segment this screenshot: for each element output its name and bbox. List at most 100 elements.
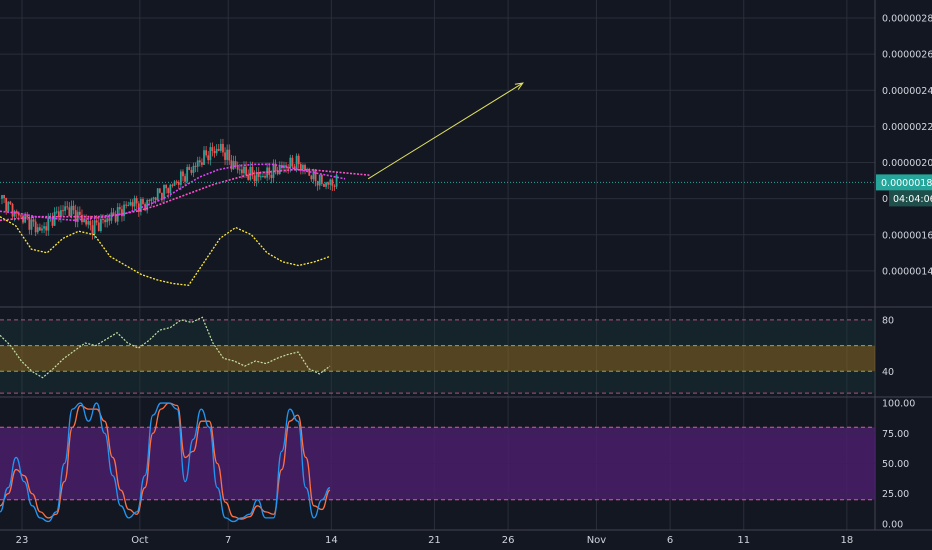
candle-body — [179, 171, 182, 185]
candle-body — [287, 167, 290, 169]
candle-body — [276, 170, 279, 174]
candle-body — [68, 207, 71, 217]
candle-body — [196, 160, 199, 167]
candle-body — [302, 164, 304, 170]
candle-body — [306, 168, 309, 171]
rsi-tick-label: 40 — [882, 367, 894, 378]
candle-body — [226, 149, 229, 160]
date-tick-label: Nov — [587, 535, 607, 546]
candle-body — [314, 169, 317, 182]
candle-body — [83, 219, 85, 223]
candle-body — [89, 221, 92, 226]
candle-body — [17, 213, 20, 216]
candle-body — [201, 162, 203, 165]
candle-body — [158, 188, 161, 193]
stoch-tick-label: 25.00 — [882, 489, 909, 500]
candle-body — [118, 207, 121, 210]
candle-body — [274, 163, 277, 171]
candle-body — [72, 205, 75, 211]
candle-body — [53, 211, 56, 226]
date-tick-label: 21 — [428, 535, 441, 546]
candle-body — [36, 227, 39, 233]
candle-body — [243, 166, 245, 174]
candle-body — [278, 165, 281, 174]
candle-body — [320, 174, 323, 184]
candle-body — [238, 169, 241, 171]
candle-body — [209, 147, 212, 161]
candle-body — [247, 174, 250, 180]
moving-average-fast — [0, 163, 346, 222]
candle-body — [85, 219, 88, 225]
candle-body — [257, 172, 260, 177]
candle-body — [43, 226, 45, 229]
candle-body — [259, 176, 262, 178]
candle-body — [177, 182, 180, 185]
candle-body — [97, 222, 100, 232]
rsi-band — [0, 345, 875, 372]
candle-body — [240, 169, 243, 174]
candle-body — [205, 150, 208, 156]
candle-body — [30, 219, 33, 230]
candle-body — [182, 171, 184, 177]
candle-body — [142, 199, 144, 204]
candle-body — [323, 183, 325, 187]
countdown-label: 04:04:06 — [893, 194, 932, 205]
candle-body — [95, 220, 98, 223]
current-price-badge — [876, 174, 932, 191]
candle-body — [224, 152, 226, 160]
candle-body — [280, 165, 283, 169]
candle-body — [310, 175, 313, 180]
candle-body — [217, 148, 220, 151]
moving-average-slow — [0, 169, 371, 222]
candle-body — [156, 188, 159, 201]
candle-body — [211, 147, 214, 151]
candle-body — [28, 217, 31, 230]
candle-body — [129, 202, 132, 205]
candle-body — [13, 211, 16, 217]
candle-body — [253, 175, 256, 182]
candle-body — [125, 204, 128, 206]
candle-body — [9, 201, 12, 204]
candle-body — [262, 176, 264, 178]
candle-body — [55, 211, 58, 213]
candle-body — [236, 167, 239, 170]
rsi-line — [0, 316, 331, 379]
candle-body — [106, 218, 109, 223]
candle-body — [215, 148, 218, 154]
candle-body — [175, 181, 178, 183]
candle-body — [20, 215, 22, 217]
candle-body — [47, 217, 50, 231]
candle-body — [161, 192, 163, 200]
candle-body — [127, 204, 130, 206]
candle-body — [171, 184, 174, 186]
candle-body — [194, 165, 197, 167]
candle-body — [203, 150, 205, 165]
candle-body — [81, 214, 83, 223]
candle-body — [93, 220, 96, 235]
candle-body — [228, 149, 231, 161]
candle-body — [131, 202, 134, 207]
date-tick-label: Oct — [131, 535, 148, 546]
date-tick-label: 11 — [737, 535, 750, 546]
candle-body — [51, 217, 54, 226]
candle-body — [297, 155, 300, 165]
candle-body — [41, 228, 43, 231]
candle-body — [114, 214, 117, 222]
candle-body — [316, 181, 319, 186]
candle-body — [133, 198, 136, 207]
candle-body — [264, 176, 266, 178]
candle-body — [123, 204, 125, 217]
candle-body — [62, 210, 64, 212]
candle-body — [57, 211, 60, 218]
candle-body — [291, 157, 294, 167]
candle-body — [70, 205, 73, 217]
projection-arrow-head — [514, 82, 524, 90]
candle-body — [299, 164, 302, 170]
candle-body — [312, 169, 315, 180]
candle-body — [38, 227, 41, 231]
candle-body — [139, 199, 142, 212]
